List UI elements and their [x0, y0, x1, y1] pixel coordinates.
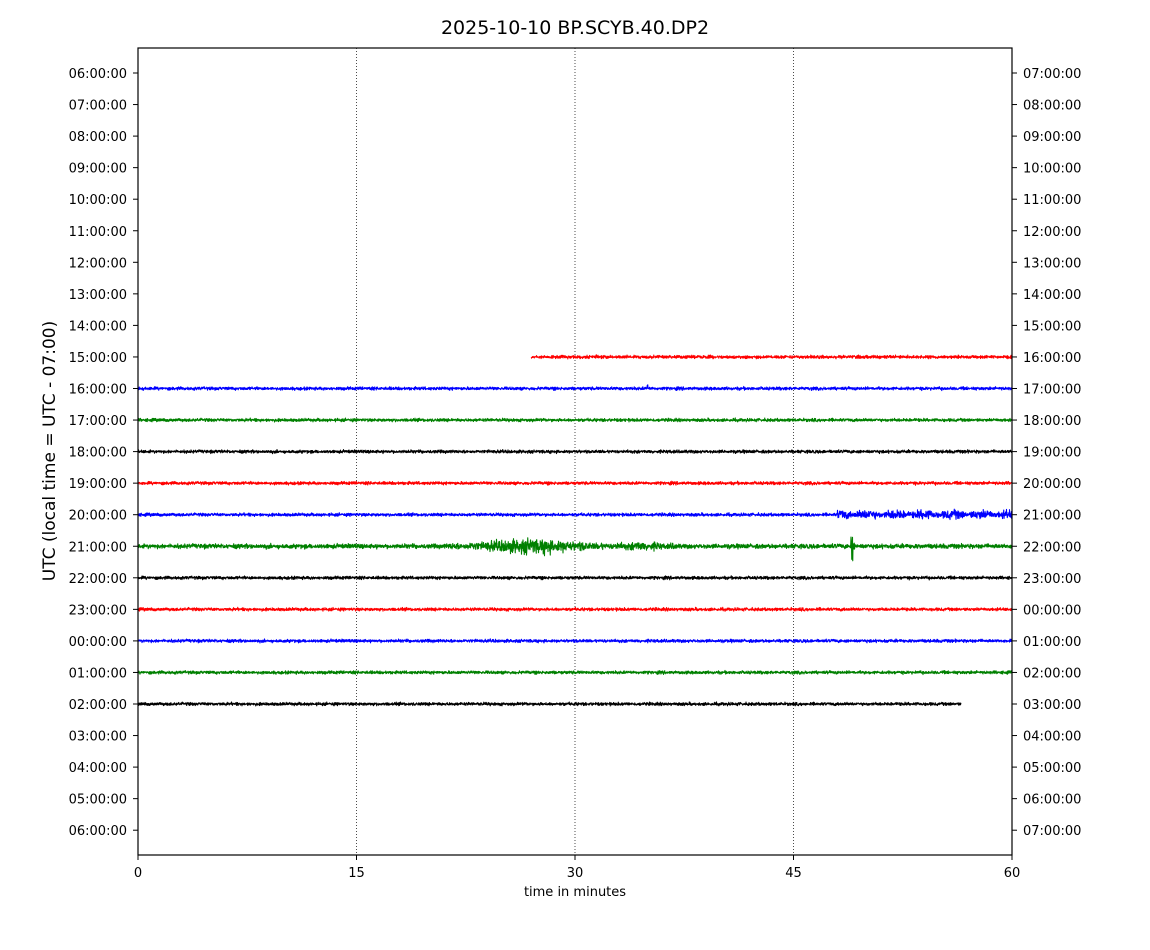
y-tick-label-left: 14:00:00 — [69, 319, 127, 334]
y-tick-label-right: 21:00:00 — [1023, 509, 1081, 524]
left-y-axis: 06:00:00 07:00:00 08:00:00 09:00:00 10:00:00… — [69, 67, 138, 839]
y-tick-label-right: 12:00:00 — [1023, 225, 1081, 240]
x-tick-label: 45 — [785, 866, 802, 881]
y-tick-label-left: 19:00:00 — [69, 477, 127, 492]
x-tick-label: 30 — [567, 866, 584, 881]
y-tick-label-right: 04:00:00 — [1023, 730, 1081, 745]
trace-180000 — [137, 449, 1013, 455]
y-tick-label-left: 13:00:00 — [69, 288, 127, 303]
y-tick-label-left: 12:00:00 — [69, 256, 127, 271]
trace-210000 — [137, 536, 1013, 562]
trace-190000 — [137, 480, 1013, 486]
trace-020000 — [137, 701, 962, 707]
y-tick-label-right: 06:00:00 — [1023, 793, 1081, 808]
y-tick-label-left: 05:00:00 — [69, 793, 127, 808]
y-tick-label-left: 11:00:00 — [69, 225, 127, 240]
y-tick-label-right: 14:00:00 — [1023, 288, 1081, 303]
y-tick-label-right: 00:00:00 — [1023, 603, 1081, 618]
y-tick-label-right: 07:00:00 — [1023, 67, 1081, 82]
y-tick-label-right: 17:00:00 — [1023, 383, 1081, 398]
y-tick-label-right: 23:00:00 — [1023, 572, 1081, 587]
y-tick-label-left: 20:00:00 — [69, 509, 127, 524]
y-tick-label-left: 23:00:00 — [69, 603, 127, 618]
y-tick-label-left: 06:00:00 — [69, 824, 127, 839]
y-tick-label-left: 06:00:00 — [69, 67, 127, 82]
y-tick-label-right: 16:00:00 — [1023, 351, 1081, 366]
y-tick-label-left: 10:00:00 — [69, 193, 127, 208]
y-tick-label-right: 03:00:00 — [1023, 698, 1081, 713]
y-tick-label-left: 03:00:00 — [69, 730, 127, 745]
y-tick-label-left: 08:00:00 — [69, 130, 127, 145]
trace-160000 — [137, 384, 1013, 392]
y-tick-label-right: 01:00:00 — [1023, 635, 1081, 650]
y-tick-label-left: 00:00:00 — [69, 635, 127, 650]
y-tick-label-left: 02:00:00 — [69, 698, 127, 713]
y-tick-label-right: 15:00:00 — [1023, 319, 1081, 334]
y-tick-label-right: 07:00:00 — [1023, 824, 1081, 839]
trace-010000 — [137, 669, 1013, 676]
y-tick-label-left: 18:00:00 — [69, 446, 127, 461]
y-axis-label: UTC (local time = UTC - 07:00) — [40, 321, 60, 581]
chart-title: 2025-10-10 BP.SCYB.40.DP2 — [441, 17, 709, 39]
x-axis: 0 15 30 45 60 — [134, 855, 1020, 881]
y-tick-label-left: 22:00:00 — [69, 572, 127, 587]
y-tick-label-right: 08:00:00 — [1023, 99, 1081, 114]
y-tick-label-left: 07:00:00 — [69, 99, 127, 114]
x-tick-label: 0 — [134, 866, 142, 881]
y-tick-label-right: 09:00:00 — [1023, 130, 1081, 145]
trace-150000 — [530, 354, 1013, 360]
y-tick-label-left: 04:00:00 — [69, 761, 127, 776]
y-tick-label-right: 20:00:00 — [1023, 477, 1081, 492]
seismic-traces — [137, 354, 1013, 707]
y-tick-label-right: 02:00:00 — [1023, 666, 1081, 681]
y-tick-label-right: 05:00:00 — [1023, 761, 1081, 776]
y-tick-label-left: 16:00:00 — [69, 383, 127, 398]
x-tick-label: 15 — [348, 866, 365, 881]
x-tick-label: 60 — [1004, 866, 1021, 881]
y-tick-label-right: 19:00:00 — [1023, 446, 1081, 461]
trace-220000 — [137, 575, 1013, 581]
trace-230000 — [137, 606, 1013, 612]
trace-170000 — [137, 417, 1013, 423]
x-axis-label: time in minutes — [524, 885, 626, 900]
y-tick-label-right: 10:00:00 — [1023, 162, 1081, 177]
y-tick-label-right: 13:00:00 — [1023, 256, 1081, 271]
y-tick-label-left: 15:00:00 — [69, 351, 127, 366]
right-y-axis: 07:00:00 08:00:00 09:00:00 10:00:00 11:00:00… — [1012, 67, 1081, 839]
y-tick-label-left: 09:00:00 — [69, 162, 127, 177]
y-tick-label-right: 18:00:00 — [1023, 414, 1081, 429]
y-tick-label-left: 21:00:00 — [69, 540, 127, 555]
trace-200000 — [137, 508, 1013, 521]
y-tick-label-left: 01:00:00 — [69, 666, 127, 681]
trace-000000 — [137, 638, 1013, 644]
y-tick-label-left: 17:00:00 — [69, 414, 127, 429]
y-tick-label-right: 22:00:00 — [1023, 540, 1081, 555]
grid-lines — [356, 48, 794, 855]
y-tick-label-right: 11:00:00 — [1023, 193, 1081, 208]
